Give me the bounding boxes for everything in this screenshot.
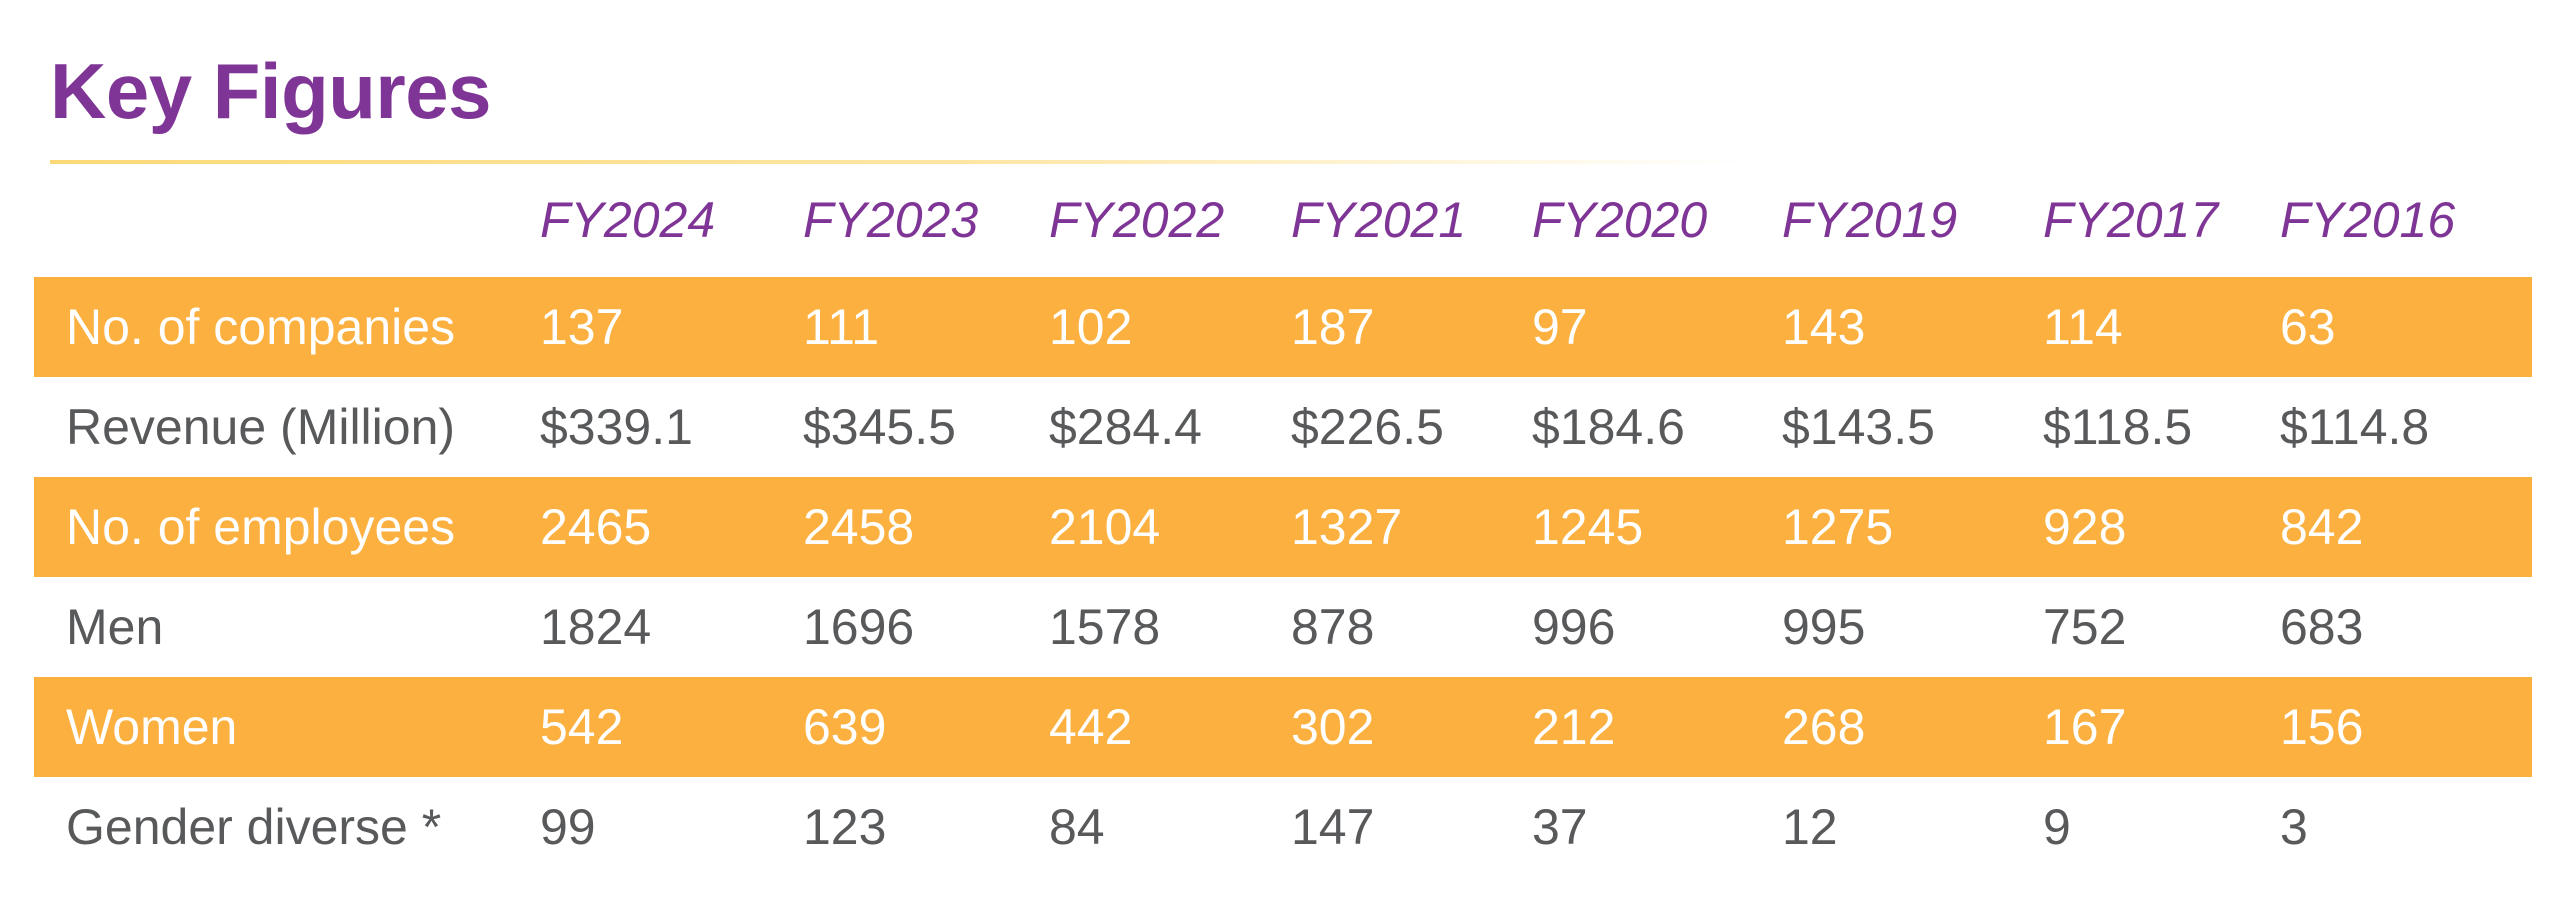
table-cell: 302: [1291, 699, 1375, 755]
table-cell: 928: [2043, 499, 2127, 555]
table-cell: 2458: [803, 499, 915, 555]
column-header: FY2020: [1532, 192, 1708, 248]
table-row: No. of employees 2465 2458 2104 1327 124…: [34, 477, 2532, 577]
column-header: FY2017: [2043, 192, 2219, 248]
table-cell: 1824: [540, 599, 652, 655]
row-label: No. of companies: [66, 299, 456, 355]
table-cell: 1578: [1049, 599, 1161, 655]
table-cell: $143.5: [1782, 399, 1935, 455]
table-cell: $339.1: [540, 399, 693, 455]
column-header: FY2024: [540, 192, 716, 248]
table-cell: 156: [2280, 699, 2364, 755]
table-cell: 442: [1049, 699, 1133, 755]
table-cell: $118.5: [2043, 399, 2193, 455]
table-cell: 878: [1291, 599, 1375, 655]
table-cell: 111: [803, 299, 880, 355]
table-row: Women 542 639 442 302 212 268 167 156: [34, 677, 2532, 777]
table-cell: 1327: [1291, 499, 1403, 555]
table-cell: $284.4: [1049, 399, 1202, 455]
table-cell: 187: [1291, 299, 1375, 355]
table-cell: $345.5: [803, 399, 956, 455]
table-cell: 1696: [803, 599, 915, 655]
table-cell: 37: [1532, 799, 1588, 855]
table-cell: 683: [2280, 599, 2364, 655]
table-row: Revenue (Million) $339.1 $345.5 $284.4 $…: [34, 377, 2532, 477]
table-header-row: FY2024 FY2023 FY2022 FY2021 FY2020 FY201…: [0, 180, 2556, 260]
table-cell: 167: [2043, 699, 2127, 755]
table-cell: 996: [1532, 599, 1616, 655]
table-cell: 63: [2280, 299, 2336, 355]
column-header: FY2023: [803, 192, 979, 248]
page-title: Key Figures: [50, 47, 491, 135]
table-cell: 102: [1049, 299, 1133, 355]
table-cell: 114: [2043, 299, 2123, 355]
table-cell: 1275: [1782, 499, 1894, 555]
table-cell: $114.8: [2280, 399, 2430, 455]
row-label: Men: [66, 599, 164, 655]
table-cell: $226.5: [1291, 399, 1444, 455]
table-cell: 3: [2280, 799, 2308, 855]
table-cell: 123: [803, 799, 887, 855]
table-cell: 147: [1291, 799, 1375, 855]
table-cell: 2465: [540, 499, 652, 555]
table-cell: 137: [540, 299, 624, 355]
table-cell: 99: [540, 799, 596, 855]
table-cell: 84: [1049, 799, 1105, 855]
row-label: No. of employees: [66, 499, 456, 555]
table-cell: 268: [1782, 699, 1866, 755]
row-label: Gender diverse *: [66, 799, 442, 855]
table-cell: 9: [2043, 799, 2071, 855]
table-cell: 542: [540, 699, 624, 755]
column-header: FY2021: [1291, 192, 1467, 248]
column-header: FY2022: [1049, 192, 1225, 248]
table-cell: 97: [1532, 299, 1588, 355]
column-header: FY2019: [1782, 192, 1958, 248]
table-row: Gender diverse * 99 123 84 147 37 12 9 3: [34, 777, 2532, 877]
table-cell: 12: [1782, 799, 1838, 855]
table-cell: 1245: [1532, 499, 1644, 555]
table-cell: 143: [1782, 299, 1866, 355]
table-row: Men 1824 1696 1578 878 996 995 752 683: [34, 577, 2532, 677]
table-cell: 995: [1782, 599, 1866, 655]
column-header: FY2016: [2280, 192, 2456, 248]
table-cell: 639: [803, 699, 887, 755]
row-label: Women: [66, 699, 238, 755]
row-label: Revenue (Million): [66, 399, 456, 455]
table-row: No. of companies 137 111 102 187 97 143 …: [34, 277, 2532, 377]
title-underline: [50, 160, 1750, 164]
table-cell: 842: [2280, 499, 2364, 555]
table-cell: 752: [2043, 599, 2127, 655]
table-cell: 212: [1532, 699, 1616, 755]
table-cell: $184.6: [1532, 399, 1685, 455]
table-cell: 2104: [1049, 499, 1161, 555]
